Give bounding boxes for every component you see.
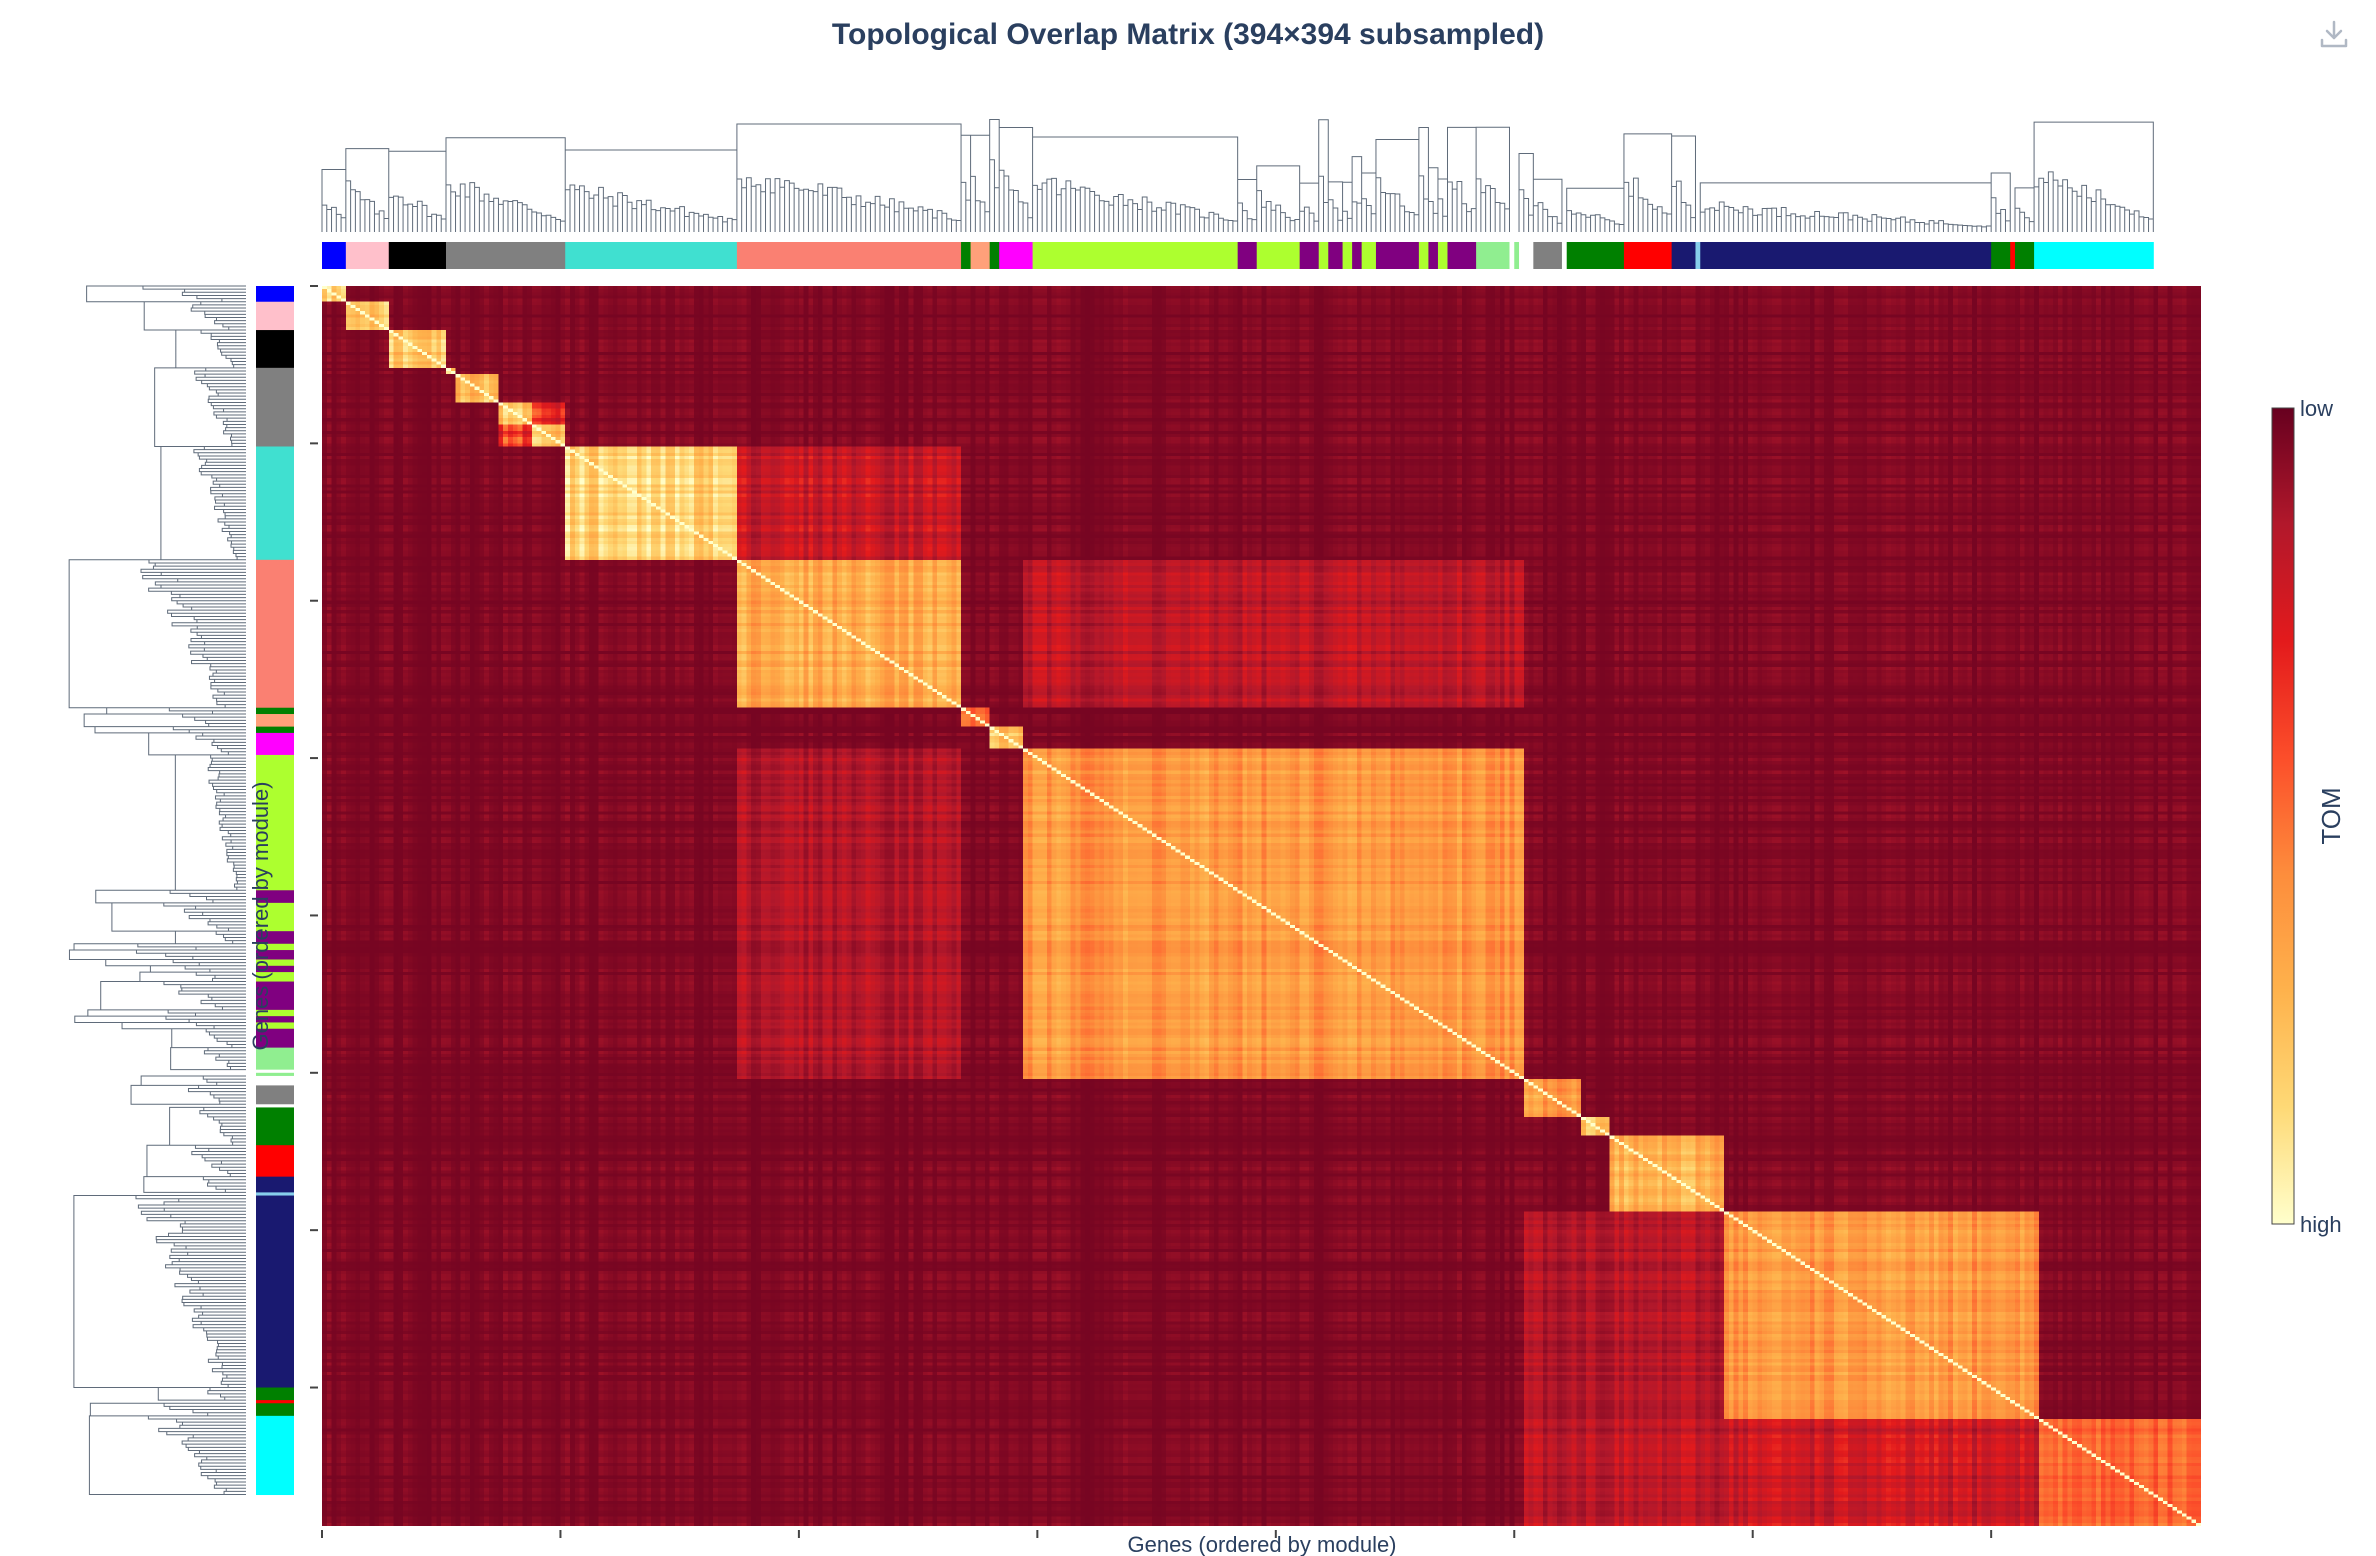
column-module-segment bbox=[1375, 242, 1420, 269]
column-module-segment bbox=[345, 242, 390, 269]
column-module-segment bbox=[1509, 242, 1515, 269]
row-module-segment bbox=[256, 1107, 294, 1146]
column-module-segment bbox=[999, 242, 1034, 269]
row-module-segment bbox=[256, 1009, 294, 1017]
column-module-segment bbox=[736, 242, 962, 269]
row-module-segment bbox=[256, 367, 294, 448]
column-module-segment bbox=[1328, 242, 1344, 269]
row-module-segment bbox=[256, 714, 294, 728]
column-module-segment bbox=[1447, 242, 1477, 269]
column-module-segment bbox=[2015, 242, 2035, 269]
row-module-segment bbox=[256, 943, 294, 951]
row-module-segment bbox=[256, 981, 294, 1011]
row-module-segment bbox=[256, 1145, 294, 1178]
row-dendrogram-branches bbox=[68, 285, 246, 1496]
row-module-segment bbox=[256, 1075, 294, 1086]
row-module-segment bbox=[256, 1176, 294, 1193]
column-module-segment bbox=[1352, 242, 1363, 269]
column-module-segment bbox=[1256, 242, 1301, 269]
column-module-segment bbox=[1623, 242, 1673, 269]
row-module-segment bbox=[256, 1195, 294, 1389]
row-module-segment bbox=[256, 1072, 294, 1077]
row-module-segment bbox=[256, 931, 294, 945]
column-module-segment bbox=[1561, 242, 1568, 269]
row-module-segment bbox=[256, 965, 294, 973]
y-axis-ticks bbox=[310, 285, 318, 1389]
column-module-segment bbox=[1476, 242, 1510, 269]
column-module-segment bbox=[1695, 242, 1701, 269]
column-module-segment bbox=[1437, 242, 1448, 269]
row-module-segment bbox=[256, 707, 294, 715]
row-module-segment bbox=[256, 330, 294, 369]
x-axis-ticks bbox=[321, 1530, 1993, 1538]
column-module-colorbar bbox=[322, 242, 2154, 269]
column-module-segment bbox=[1318, 242, 1329, 269]
row-module-segment bbox=[256, 446, 294, 561]
column-module-segment bbox=[1700, 242, 1992, 269]
column-module-segment bbox=[1361, 242, 1377, 269]
row-module-segment bbox=[256, 1403, 294, 1417]
row-module-segment bbox=[256, 959, 294, 967]
x-axis-label: Genes (ordered by module) bbox=[1127, 1532, 1396, 1556]
row-module-segment bbox=[256, 754, 294, 891]
row-module-segment bbox=[256, 286, 294, 303]
row-module-segment bbox=[256, 1085, 294, 1105]
row-dendrogram bbox=[68, 285, 246, 1496]
y-axis-label: Genes (ordered by module) bbox=[248, 781, 273, 1050]
column-module-segment bbox=[1237, 242, 1258, 269]
row-module-segment bbox=[256, 1047, 294, 1071]
tom-heatmap-image bbox=[322, 286, 2201, 1526]
row-module-segment bbox=[256, 972, 294, 983]
row-module-segment bbox=[256, 890, 294, 904]
row-module-segment bbox=[256, 726, 294, 734]
column-module-segment bbox=[445, 242, 566, 269]
column-module-segment bbox=[970, 242, 991, 269]
row-module-segment bbox=[256, 559, 294, 709]
heatmap[interactable] bbox=[322, 286, 2201, 1526]
row-module-segment bbox=[256, 1069, 294, 1074]
column-module-segment bbox=[565, 242, 738, 269]
column-module-segment bbox=[1342, 242, 1353, 269]
row-module-segment bbox=[256, 1400, 294, 1404]
column-module-segment bbox=[1671, 242, 1696, 269]
column-module-segment bbox=[1991, 242, 2011, 269]
row-module-colorbar bbox=[256, 286, 294, 1496]
column-module-segment bbox=[1032, 242, 1239, 269]
column-module-segment bbox=[989, 242, 1000, 269]
column-module-segment bbox=[961, 242, 972, 269]
download-icon[interactable] bbox=[2316, 16, 2352, 52]
row-module-segment bbox=[256, 902, 294, 932]
column-dendrogram bbox=[321, 119, 2154, 232]
colorbar: low high TOM bbox=[2271, 396, 2346, 1237]
row-module-segment bbox=[256, 732, 294, 756]
column-dendrogram-branches bbox=[321, 119, 2154, 232]
column-module-segment bbox=[1418, 242, 1429, 269]
row-module-segment bbox=[256, 301, 294, 331]
row-module-segment bbox=[256, 1022, 294, 1030]
row-module-segment bbox=[256, 1192, 294, 1197]
colorbar-bottom-label: high bbox=[2300, 1212, 2342, 1237]
column-module-segment bbox=[388, 242, 447, 269]
column-module-segment bbox=[1428, 242, 1439, 269]
colorbar-title: TOM bbox=[2316, 787, 2346, 844]
colorbar-top-label: low bbox=[2300, 396, 2333, 421]
column-module-segment bbox=[1299, 242, 1320, 269]
chart-title: Topological Overlap Matrix (394×394 subs… bbox=[831, 18, 1545, 51]
row-module-segment bbox=[256, 1104, 294, 1108]
column-module-segment bbox=[2010, 242, 2016, 269]
column-module-segment bbox=[1533, 242, 1563, 269]
column-module-segment bbox=[1514, 242, 1520, 269]
column-module-segment bbox=[322, 242, 347, 269]
row-module-segment bbox=[256, 1016, 294, 1023]
column-module-segment bbox=[1566, 242, 1625, 269]
column-module-segment bbox=[1519, 242, 1534, 269]
row-module-segment bbox=[256, 1415, 294, 1496]
row-module-segment bbox=[256, 1387, 294, 1401]
colorbar-gradient bbox=[2271, 407, 2295, 1225]
row-module-segment bbox=[256, 950, 294, 961]
row-module-segment bbox=[256, 1028, 294, 1049]
column-module-segment bbox=[2034, 242, 2154, 269]
